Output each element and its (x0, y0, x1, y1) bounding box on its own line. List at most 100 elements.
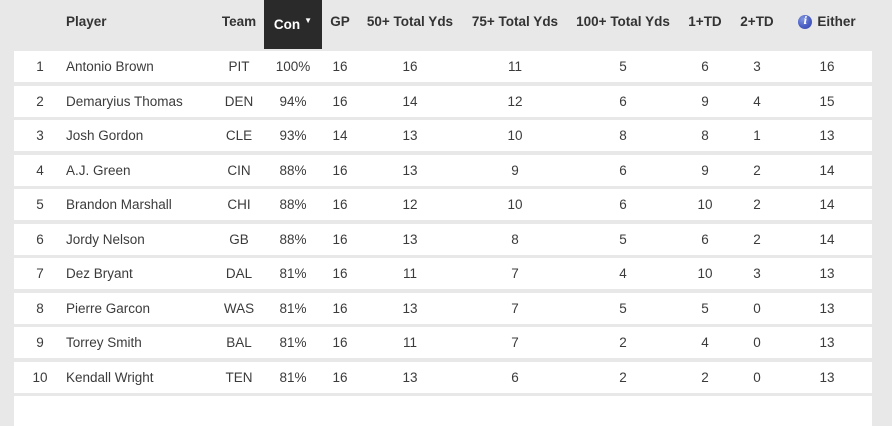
cell-rank: 10 (32, 369, 48, 385)
cell-1td: 4 (701, 335, 709, 350)
cell-75-total-yds: 9 (511, 162, 519, 178)
cell-gp: 16 (332, 93, 348, 109)
column-header-50-total-yds[interactable]: 50+ Total Yds (366, 14, 454, 29)
table-row: 8 Pierre Garcon WAS 81% 16 13 7 5 5 0 13 (14, 292, 872, 324)
cell-team: DAL (225, 266, 253, 281)
table-row: 9 Torrey Smith BAL 81% 16 11 7 2 4 0 13 (14, 327, 872, 358)
cell-player: Antonio Brown (66, 59, 154, 74)
cell-con: 100% (275, 59, 311, 74)
table-row: 2 Demaryius Thomas DEN 94% 16 14 12 6 9 … (14, 85, 872, 117)
cell-gp: 16 (332, 197, 348, 212)
cell-rank: 2 (36, 93, 44, 109)
table-row: 3 Josh Gordon CLE 93% 14 13 10 8 8 1 13 (14, 120, 872, 151)
table-header-row: Player Team Con ▼ GP 50+ Total Yds 75+ T… (14, 0, 872, 49)
stats-table: Player Team Con ▼ GP 50+ Total Yds 75+ T… (14, 0, 872, 426)
cell-con: 94% (279, 93, 307, 109)
cell-2td: 2 (753, 197, 761, 212)
cell-gp: 16 (332, 300, 348, 316)
cell-either: 13 (819, 128, 835, 143)
cell-either: 13 (819, 266, 835, 281)
cell-rank: 6 (36, 231, 44, 247)
cell-gp: 16 (332, 369, 348, 385)
cell-1td: 10 (697, 266, 713, 281)
column-header-1td[interactable]: 1+TD (688, 14, 722, 29)
cell-team: TEN (225, 369, 253, 385)
table-row: 4 A.J. Green CIN 88% 16 13 9 6 9 2 14 (14, 154, 872, 186)
cell-rank: 8 (36, 300, 44, 316)
cell-con: 88% (279, 162, 307, 178)
cell-75-total-yds: 10 (507, 197, 523, 212)
table-row: 1 Antonio Brown PIT 100% 16 16 11 5 6 3 … (14, 51, 872, 82)
column-header-2td[interactable]: 2+TD (740, 14, 774, 29)
cell-rank: 9 (36, 335, 44, 350)
cell-either: 14 (819, 231, 835, 247)
cell-gp: 16 (332, 266, 348, 281)
cell-100-total-yds: 6 (619, 197, 627, 212)
cell-2td: 2 (753, 231, 761, 247)
cell-50-total-yds: 14 (402, 93, 418, 109)
table-row: 5 Brandon Marshall CHI 88% 16 12 10 6 10… (14, 189, 872, 220)
cell-either: 13 (819, 300, 835, 316)
cell-rank: 1 (36, 59, 44, 74)
cell-50-total-yds: 13 (402, 300, 418, 316)
column-header-player[interactable]: Player (66, 14, 107, 29)
sorted-column-header[interactable]: Con ▼ (264, 0, 322, 49)
info-icon[interactable]: i (798, 14, 813, 29)
cell-either: 13 (819, 369, 835, 385)
column-header-con[interactable]: Con ▼ (264, 0, 322, 49)
column-header-team[interactable]: Team (221, 14, 257, 29)
cell-100-total-yds: 5 (619, 300, 627, 316)
cell-either: 15 (819, 93, 835, 109)
cell-75-total-yds: 7 (511, 266, 519, 281)
column-header-75-total-yds[interactable]: 75+ Total Yds (471, 14, 559, 29)
cell-1td: 9 (701, 162, 709, 178)
cell-1td: 10 (697, 197, 713, 212)
cell-75-total-yds: 11 (507, 59, 522, 74)
column-header-gp[interactable]: GP (330, 14, 350, 29)
cell-100-total-yds: 6 (619, 162, 627, 178)
sort-caret-icon: ▼ (304, 15, 313, 25)
cell-player: Josh Gordon (66, 128, 144, 143)
cell-con: 81% (279, 300, 307, 316)
cell-50-total-yds: 13 (402, 231, 418, 247)
column-header-100-total-yds[interactable]: 100+ Total Yds (576, 14, 670, 29)
column-header-either[interactable]: i Either (782, 14, 872, 29)
cell-100-total-yds: 5 (619, 231, 627, 247)
cell-rank: 5 (36, 197, 44, 212)
cell-team: GB (229, 231, 249, 247)
cell-player: Dez Bryant (66, 266, 133, 281)
cell-player: A.J. Green (66, 162, 131, 178)
cell-either: 14 (819, 162, 835, 178)
cell-con: 88% (279, 231, 307, 247)
cell-75-total-yds: 6 (511, 369, 519, 385)
cell-team: DEN (224, 93, 254, 109)
cell-100-total-yds: 8 (619, 128, 627, 143)
table-row: 10 Kendall Wright TEN 81% 16 13 6 2 2 0 … (14, 361, 872, 393)
cell-player: Brandon Marshall (66, 197, 172, 212)
cell-50-total-yds: 16 (402, 59, 418, 74)
cell-gp: 16 (332, 335, 348, 350)
cell-1td: 8 (701, 128, 709, 143)
cell-100-total-yds: 4 (619, 266, 627, 281)
cell-75-total-yds: 7 (511, 300, 519, 316)
cell-rank: 7 (36, 266, 44, 281)
cell-player: Jordy Nelson (66, 231, 145, 247)
cell-team: PIT (228, 59, 250, 74)
cell-team: CHI (227, 197, 251, 212)
cell-50-total-yds: 13 (402, 369, 418, 385)
cell-either: 14 (819, 197, 835, 212)
cell-2td: 3 (753, 59, 761, 74)
cell-player: Demaryius Thomas (66, 93, 183, 109)
cell-50-total-yds: 13 (402, 162, 418, 178)
cell-75-total-yds: 10 (507, 128, 523, 143)
cell-team: CLE (225, 128, 253, 143)
cell-2td: 1 (753, 128, 761, 143)
cell-team: CIN (227, 162, 251, 178)
column-header-con-label: Con (273, 17, 301, 32)
cell-team: BAL (226, 335, 252, 350)
cell-gp: 16 (332, 231, 348, 247)
cell-1td: 9 (701, 93, 709, 109)
cell-con: 81% (279, 369, 307, 385)
cell-75-total-yds: 7 (511, 335, 519, 350)
table-row-partial (14, 396, 872, 426)
